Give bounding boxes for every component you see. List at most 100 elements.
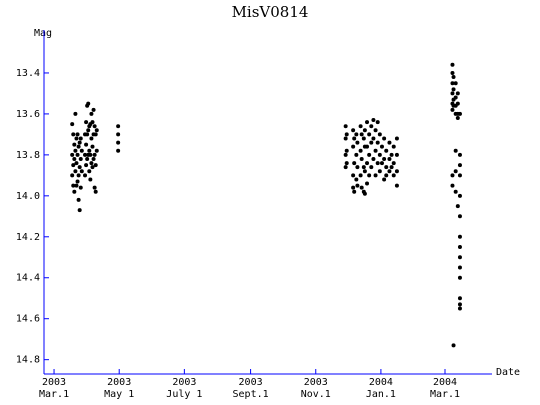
data-point bbox=[457, 302, 462, 307]
data-point bbox=[457, 275, 462, 280]
x-tick-label: Mar.1 bbox=[39, 389, 69, 400]
data-point bbox=[71, 132, 76, 137]
y-tick-label: 14.0 bbox=[16, 191, 40, 202]
data-point bbox=[375, 140, 380, 145]
data-point bbox=[359, 156, 364, 161]
data-point bbox=[377, 169, 382, 174]
data-point bbox=[450, 107, 455, 112]
data-point bbox=[451, 343, 456, 348]
data-point bbox=[75, 179, 80, 184]
data-point bbox=[83, 173, 88, 178]
data-point bbox=[89, 161, 94, 166]
data-point bbox=[455, 101, 460, 106]
data-point bbox=[355, 165, 360, 170]
data-point bbox=[72, 189, 77, 194]
y-tick-label: 14.4 bbox=[16, 273, 40, 284]
data-point bbox=[379, 161, 384, 166]
data-point bbox=[354, 132, 359, 137]
data-point bbox=[373, 173, 378, 178]
data-point bbox=[382, 156, 387, 161]
data-point bbox=[389, 152, 394, 157]
x-tick-year: 2003 bbox=[172, 377, 196, 388]
y-axis-label: Mag bbox=[34, 28, 52, 39]
data-point bbox=[457, 265, 462, 270]
data-point bbox=[457, 255, 462, 260]
data-point bbox=[70, 152, 75, 157]
data-point bbox=[343, 152, 348, 157]
data-point bbox=[375, 120, 380, 125]
data-point bbox=[116, 140, 121, 145]
data-point bbox=[71, 183, 76, 188]
data-point bbox=[379, 144, 384, 149]
data-point bbox=[352, 136, 357, 141]
data-point bbox=[76, 144, 81, 149]
data-point bbox=[93, 189, 98, 194]
data-point bbox=[87, 169, 92, 174]
data-point bbox=[382, 136, 387, 141]
data-point bbox=[93, 163, 98, 168]
data-point bbox=[361, 165, 366, 170]
data-point bbox=[451, 75, 456, 80]
data-point bbox=[72, 156, 77, 161]
data-point bbox=[92, 152, 97, 157]
x-axis-label: Date bbox=[496, 367, 520, 378]
data-point bbox=[359, 185, 364, 190]
data-point bbox=[74, 183, 79, 188]
data-point bbox=[74, 136, 79, 141]
data-point bbox=[343, 124, 348, 129]
data-point bbox=[87, 148, 92, 153]
data-point bbox=[384, 148, 389, 153]
data-point bbox=[457, 296, 462, 301]
data-point bbox=[371, 136, 376, 141]
data-point bbox=[457, 173, 462, 178]
data-point bbox=[377, 152, 382, 157]
x-tick-label: Jan.1 bbox=[366, 389, 396, 400]
y-tick-label: 14.2 bbox=[16, 232, 40, 243]
data-point bbox=[394, 136, 399, 141]
data-point bbox=[355, 140, 360, 145]
data-point bbox=[70, 122, 75, 127]
data-point bbox=[85, 132, 90, 137]
data-point bbox=[73, 111, 78, 116]
data-point bbox=[354, 177, 359, 182]
data-point bbox=[343, 136, 348, 141]
data-point bbox=[375, 161, 380, 166]
data-point bbox=[76, 173, 81, 178]
data-point bbox=[450, 70, 455, 75]
data-point bbox=[91, 107, 96, 112]
x-tick-label: Nov.1 bbox=[301, 389, 331, 400]
data-point bbox=[90, 165, 95, 170]
data-point bbox=[384, 173, 389, 178]
data-point bbox=[86, 128, 91, 133]
data-point bbox=[394, 169, 399, 174]
data-point bbox=[89, 111, 94, 116]
data-point bbox=[457, 234, 462, 239]
data-point bbox=[344, 148, 349, 153]
data-point bbox=[457, 163, 462, 168]
data-point bbox=[94, 148, 99, 153]
x-tick-label: Sept.1 bbox=[233, 389, 269, 400]
data-point bbox=[391, 161, 396, 166]
data-point bbox=[93, 132, 98, 137]
data-point bbox=[358, 124, 363, 129]
data-point bbox=[450, 91, 455, 96]
data-point bbox=[457, 111, 462, 116]
data-point bbox=[351, 173, 356, 178]
data-point bbox=[373, 148, 378, 153]
data-point bbox=[75, 132, 80, 137]
data-point bbox=[389, 165, 394, 170]
data-point bbox=[450, 62, 455, 67]
data-point bbox=[77, 140, 82, 145]
data-point bbox=[384, 165, 389, 170]
x-tick-label: May 1 bbox=[104, 389, 134, 400]
y-tick-label: 13.8 bbox=[16, 150, 40, 161]
x-tick-year: 2003 bbox=[107, 377, 131, 388]
y-tick-label: 14.8 bbox=[16, 355, 40, 366]
data-point bbox=[86, 101, 91, 106]
y-tick-label: 14.6 bbox=[16, 314, 40, 325]
data-point bbox=[343, 165, 348, 170]
data-point bbox=[76, 197, 81, 202]
data-point bbox=[369, 165, 374, 170]
data-point bbox=[387, 140, 392, 145]
